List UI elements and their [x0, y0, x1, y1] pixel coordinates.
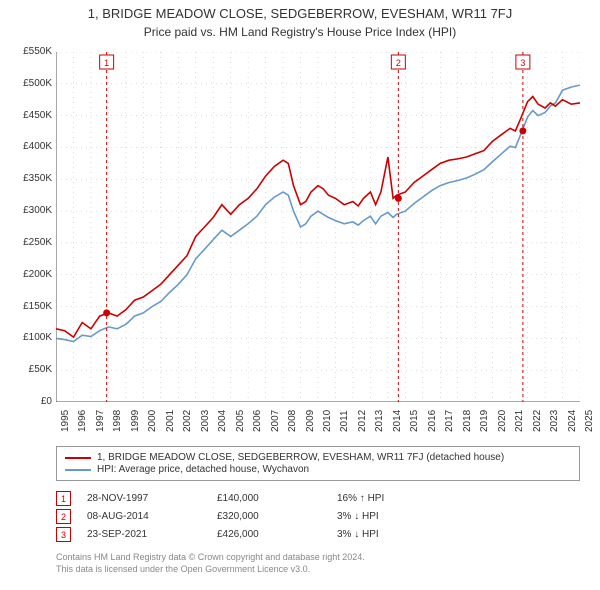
event-price: £140,000: [217, 493, 337, 504]
events-table: 1 28-NOV-1997£140,00016% ↑ HPI 2 08-AUG-201…: [56, 488, 580, 545]
y-tick-label: £450K: [8, 110, 52, 121]
event-row: 2 08-AUG-2014£320,0003% ↓ HPI: [56, 509, 580, 524]
chart-title: 1, BRIDGE MEADOW CLOSE, SEDGEBERROW, EVE…: [0, 0, 600, 21]
event-date: 28-NOV-1997: [87, 493, 217, 504]
event-marker-box: 1: [56, 491, 71, 506]
chart-area: 1 2 3: [56, 52, 580, 402]
y-tick-label: £100K: [8, 332, 52, 343]
y-tick-label: £500K: [8, 78, 52, 89]
marker-number: 1: [104, 58, 109, 68]
y-tick-label: £250K: [8, 237, 52, 248]
legend-box: 1, BRIDGE MEADOW CLOSE, SEDGEBERROW, EVE…: [56, 446, 580, 481]
footnote-line-2: This data is licensed under the Open Gov…: [56, 564, 580, 576]
x-tick-label: 2025: [584, 410, 600, 432]
marker-number: 2: [396, 58, 401, 68]
legend-swatch: [65, 457, 91, 459]
y-tick-label: £150K: [8, 301, 52, 312]
event-date: 08-AUG-2014: [87, 511, 217, 522]
event-price: £320,000: [217, 511, 337, 522]
legend-item: HPI: Average price, detached house, Wych…: [65, 464, 571, 475]
event-row: 1 28-NOV-1997£140,00016% ↑ HPI: [56, 491, 580, 506]
chart-svg: 1 2 3: [56, 52, 580, 402]
legend-label: 1, BRIDGE MEADOW CLOSE, SEDGEBERROW, EVE…: [97, 452, 504, 463]
y-tick-label: £300K: [8, 205, 52, 216]
y-tick-label: £350K: [8, 173, 52, 184]
chart-subtitle: Price paid vs. HM Land Registry's House …: [0, 21, 600, 39]
y-tick-label: £550K: [8, 46, 52, 57]
y-tick-label: £50K: [8, 364, 52, 375]
y-tick-label: £200K: [8, 269, 52, 280]
event-row: 3 23-SEP-2021£426,0003% ↓ HPI: [56, 527, 580, 542]
event-delta: 3% ↓ HPI: [337, 529, 437, 540]
footnote-line-1: Contains HM Land Registry data © Crown c…: [56, 552, 580, 564]
legend-item: 1, BRIDGE MEADOW CLOSE, SEDGEBERROW, EVE…: [65, 452, 571, 463]
event-delta: 3% ↓ HPI: [337, 511, 437, 522]
legend-label: HPI: Average price, detached house, Wych…: [97, 464, 309, 475]
event-price: £426,000: [217, 529, 337, 540]
y-tick-label: £0: [8, 396, 52, 407]
legend-swatch: [65, 469, 91, 471]
footnote: Contains HM Land Registry data © Crown c…: [56, 552, 580, 575]
event-marker-box: 2: [56, 509, 71, 524]
event-marker-box: 3: [56, 527, 71, 542]
y-tick-label: £400K: [8, 141, 52, 152]
marker-number: 3: [520, 58, 525, 68]
event-delta: 16% ↑ HPI: [337, 493, 437, 504]
event-date: 23-SEP-2021: [87, 529, 217, 540]
